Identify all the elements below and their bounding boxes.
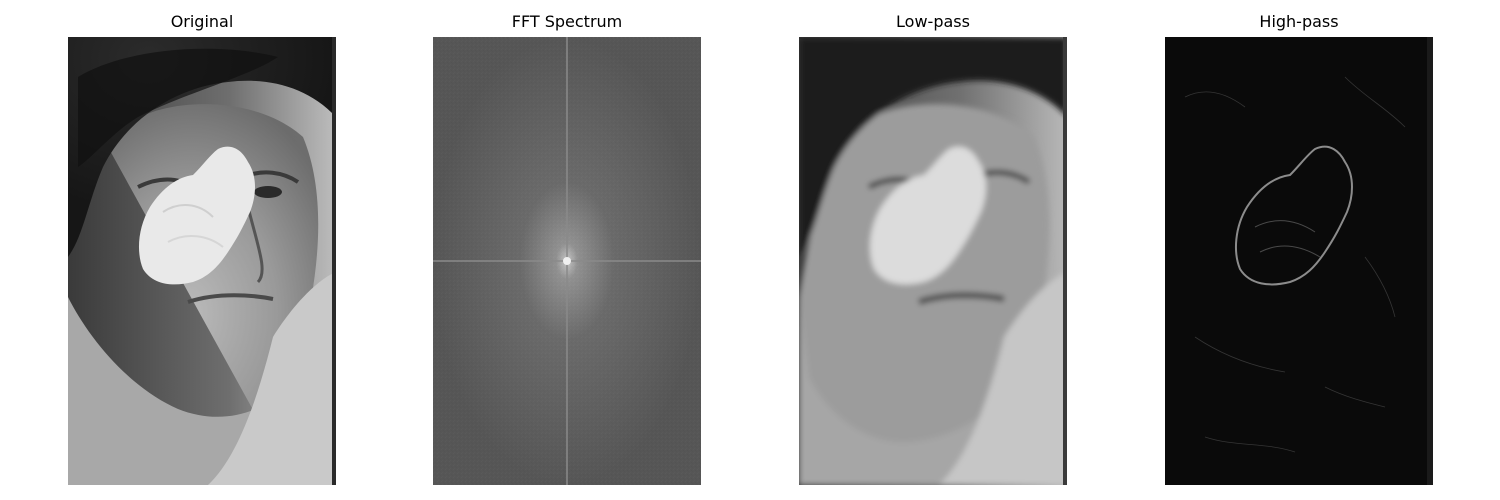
panel-title-high-pass: High-pass: [1259, 12, 1339, 31]
panel-original: Original: [68, 0, 336, 500]
high-pass-image: [1165, 37, 1433, 485]
panel-title-original: Original: [170, 12, 234, 31]
panel-fft-spectrum: FFT Spectrum: [433, 0, 701, 500]
panel-low-pass: Low-pass: [799, 0, 1067, 500]
panel-high-pass: High-pass: [1165, 0, 1433, 500]
fft-spectrum-image: [433, 37, 701, 485]
panel-title-fft-spectrum: FFT Spectrum: [511, 12, 623, 31]
original-image: [68, 37, 336, 485]
panel-title-low-pass: Low-pass: [896, 12, 970, 31]
low-pass-image: [799, 37, 1067, 485]
